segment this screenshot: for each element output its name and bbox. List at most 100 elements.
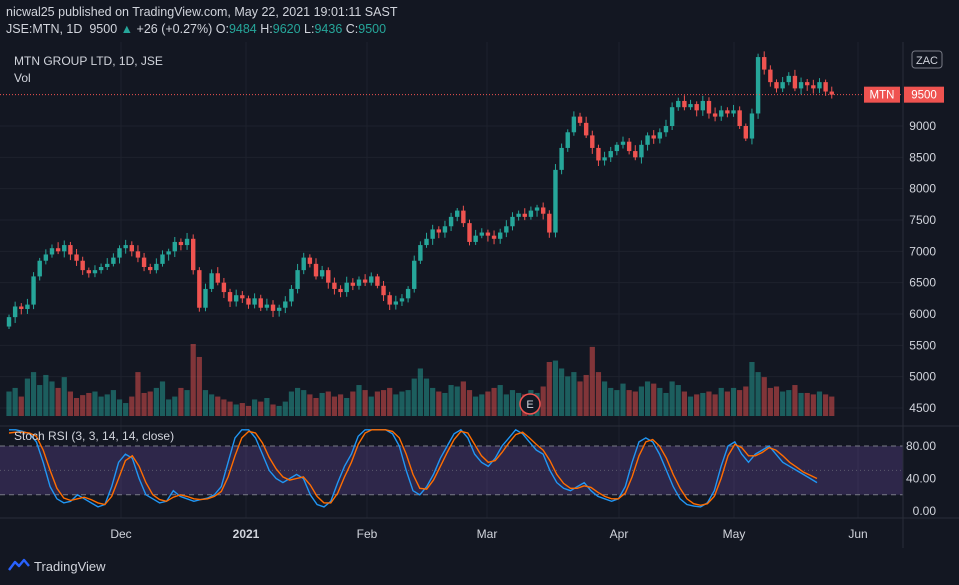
candle-body[interactable] xyxy=(166,251,171,255)
symbol-name[interactable]: JSE:MTN, 1D xyxy=(6,22,83,36)
candle-body[interactable] xyxy=(344,282,349,293)
candle-body[interactable] xyxy=(485,232,491,236)
candle-body[interactable] xyxy=(682,100,687,108)
earnings-marker[interactable]: E xyxy=(519,393,541,415)
candle-body[interactable] xyxy=(246,298,251,305)
candle-body[interactable] xyxy=(172,241,177,252)
candle-body[interactable] xyxy=(719,110,724,117)
candle-body[interactable] xyxy=(227,292,233,302)
candle-body[interactable] xyxy=(338,288,343,293)
candle-body[interactable] xyxy=(608,151,613,158)
candle-body[interactable] xyxy=(590,135,595,148)
candle-body[interactable] xyxy=(731,110,736,114)
candle-body[interactable] xyxy=(86,270,92,274)
candle-body[interactable] xyxy=(700,100,706,111)
candle-body[interactable] xyxy=(829,91,834,95)
candle-body[interactable] xyxy=(768,69,773,83)
candle-body[interactable] xyxy=(559,147,564,170)
candle-body[interactable] xyxy=(387,295,392,305)
candle-body[interactable] xyxy=(565,132,570,148)
candle-body[interactable] xyxy=(258,298,263,308)
candle-body[interactable] xyxy=(798,82,804,89)
candle-body[interactable] xyxy=(448,216,454,227)
candle-body[interactable] xyxy=(467,223,472,242)
candle-body[interactable] xyxy=(676,100,681,108)
candle-body[interactable] xyxy=(688,104,693,108)
candle-body[interactable] xyxy=(669,107,675,126)
candle-body[interactable] xyxy=(301,257,306,271)
candle-body[interactable] xyxy=(197,270,202,308)
candle-body[interactable] xyxy=(221,282,227,293)
candle-body[interactable] xyxy=(129,245,134,252)
candle-body[interactable] xyxy=(160,254,165,264)
candle-body[interactable] xyxy=(55,248,61,252)
candle-body[interactable] xyxy=(780,82,785,89)
candle-body[interactable] xyxy=(645,135,650,145)
candle-body[interactable] xyxy=(424,238,429,246)
candle-body[interactable] xyxy=(651,135,656,139)
candle-body[interactable] xyxy=(473,235,478,242)
candle-body[interactable] xyxy=(270,304,276,311)
candle-body[interactable] xyxy=(614,144,620,152)
candle-body[interactable] xyxy=(178,241,184,246)
tradingview-logo-icon[interactable] xyxy=(8,558,30,572)
candle-body[interactable] xyxy=(553,169,558,233)
candle-body[interactable] xyxy=(98,267,104,271)
candle-body[interactable] xyxy=(817,82,822,89)
candle-body[interactable] xyxy=(442,226,448,233)
candle-body[interactable] xyxy=(6,317,12,327)
candle-body[interactable] xyxy=(43,254,49,261)
candle-body[interactable] xyxy=(283,301,288,308)
candle-body[interactable] xyxy=(737,110,742,126)
candle-body[interactable] xyxy=(62,245,67,252)
candle-body[interactable] xyxy=(252,298,257,305)
candlesticks[interactable] xyxy=(6,51,834,330)
candle-body[interactable] xyxy=(295,270,300,289)
candle-body[interactable] xyxy=(436,229,441,233)
candle-body[interactable] xyxy=(233,295,239,302)
candle-body[interactable] xyxy=(326,270,331,283)
candle-body[interactable] xyxy=(350,282,356,286)
candle-body[interactable] xyxy=(516,213,521,217)
candle-body[interactable] xyxy=(663,126,669,133)
candle-body[interactable] xyxy=(706,100,712,114)
candle-body[interactable] xyxy=(12,306,18,318)
candle-body[interactable] xyxy=(522,213,527,217)
candle-body[interactable] xyxy=(184,238,190,246)
chart-canvas[interactable]: 4500 5000 5500 6000 6500 7000 7500 8000 8500 9000… xyxy=(0,0,959,548)
candle-body[interactable] xyxy=(774,82,779,89)
time-axis[interactable]: Dec 2021 Feb Mar Apr May Jun xyxy=(110,527,867,541)
candle-body[interactable] xyxy=(111,257,116,264)
candle-body[interactable] xyxy=(430,229,435,239)
candle-body[interactable] xyxy=(534,207,540,211)
candle-body[interactable] xyxy=(412,260,417,289)
candle-body[interactable] xyxy=(620,141,626,145)
candle-body[interactable] xyxy=(319,270,325,277)
candle-body[interactable] xyxy=(418,245,423,261)
candle-body[interactable] xyxy=(602,157,607,161)
candle-body[interactable] xyxy=(381,285,386,296)
candle-body[interactable] xyxy=(583,122,589,136)
candle-body[interactable] xyxy=(743,126,748,139)
candle-body[interactable] xyxy=(571,116,577,133)
candle-body[interactable] xyxy=(399,298,405,302)
candle-body[interactable] xyxy=(356,279,362,286)
candle-body[interactable] xyxy=(105,263,110,267)
candle-body[interactable] xyxy=(455,210,460,217)
candle-body[interactable] xyxy=(498,232,503,239)
candle-body[interactable] xyxy=(786,75,791,83)
candle-body[interactable] xyxy=(49,248,55,255)
currency-badge[interactable]: ZAC xyxy=(911,50,943,69)
candle-body[interactable] xyxy=(491,235,497,239)
candle-body[interactable] xyxy=(405,288,411,299)
candle-body[interactable] xyxy=(633,151,638,158)
candle-body[interactable] xyxy=(191,238,196,271)
candle-body[interactable] xyxy=(92,270,98,274)
candle-body[interactable] xyxy=(332,282,337,289)
candle-body[interactable] xyxy=(375,276,380,286)
candle-body[interactable] xyxy=(811,85,816,89)
candle-body[interactable] xyxy=(712,113,718,117)
candle-body[interactable] xyxy=(123,245,128,249)
candle-body[interactable] xyxy=(117,248,122,258)
candle-body[interactable] xyxy=(68,245,73,255)
